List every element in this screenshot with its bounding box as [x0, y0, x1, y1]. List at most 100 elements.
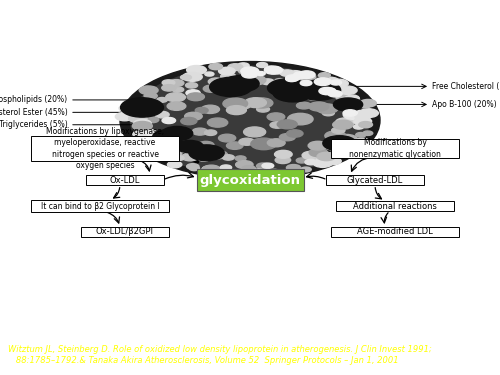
Circle shape	[324, 142, 342, 150]
Circle shape	[189, 145, 224, 161]
Circle shape	[119, 105, 136, 112]
Circle shape	[346, 98, 356, 102]
Circle shape	[154, 134, 166, 139]
Circle shape	[220, 165, 232, 170]
Text: Phospholipids (20%): Phospholipids (20%)	[0, 95, 68, 104]
Circle shape	[355, 113, 370, 120]
Circle shape	[360, 104, 370, 108]
Circle shape	[294, 84, 309, 91]
Circle shape	[325, 88, 336, 93]
FancyBboxPatch shape	[81, 226, 169, 237]
Circle shape	[226, 142, 243, 149]
Circle shape	[273, 84, 313, 102]
Text: Ox-LDL: Ox-LDL	[110, 176, 140, 184]
Circle shape	[340, 152, 352, 157]
Circle shape	[268, 79, 308, 97]
Circle shape	[330, 80, 342, 85]
Circle shape	[144, 99, 158, 105]
Circle shape	[139, 86, 158, 94]
Circle shape	[293, 76, 312, 84]
Circle shape	[336, 135, 357, 144]
Text: Free Cholesterol (10%): Free Cholesterol (10%)	[432, 82, 500, 91]
Circle shape	[204, 85, 219, 92]
Circle shape	[288, 92, 304, 100]
Text: AGE-modified LDL: AGE-modified LDL	[357, 228, 433, 237]
Circle shape	[284, 170, 302, 178]
Circle shape	[198, 141, 214, 148]
Circle shape	[334, 93, 346, 99]
Circle shape	[360, 99, 376, 107]
Circle shape	[187, 93, 204, 101]
Circle shape	[244, 127, 266, 137]
Circle shape	[162, 85, 176, 91]
Circle shape	[218, 67, 235, 75]
Circle shape	[272, 68, 284, 74]
Circle shape	[124, 136, 144, 145]
Circle shape	[344, 140, 362, 148]
Circle shape	[250, 98, 273, 108]
Circle shape	[228, 64, 243, 70]
Circle shape	[304, 91, 324, 100]
Circle shape	[136, 134, 146, 139]
Circle shape	[264, 66, 276, 71]
FancyBboxPatch shape	[331, 139, 459, 158]
Circle shape	[363, 131, 373, 135]
Circle shape	[140, 124, 151, 129]
Circle shape	[330, 79, 348, 88]
Text: Modifications by
nonenzymatic glycation: Modifications by nonenzymatic glycation	[349, 138, 441, 159]
Circle shape	[322, 110, 334, 116]
Circle shape	[297, 80, 341, 100]
Circle shape	[166, 93, 186, 102]
Circle shape	[156, 153, 166, 158]
Circle shape	[356, 138, 368, 144]
Circle shape	[167, 102, 186, 110]
Circle shape	[235, 156, 246, 161]
Circle shape	[208, 78, 224, 85]
Circle shape	[356, 132, 366, 137]
Circle shape	[359, 122, 372, 128]
Circle shape	[181, 117, 197, 125]
Circle shape	[154, 111, 169, 118]
Circle shape	[162, 117, 175, 123]
Circle shape	[198, 156, 209, 161]
Circle shape	[286, 75, 300, 81]
Circle shape	[316, 104, 338, 114]
Circle shape	[302, 87, 324, 96]
Circle shape	[275, 157, 290, 164]
Circle shape	[262, 163, 274, 168]
FancyBboxPatch shape	[196, 169, 304, 191]
Circle shape	[168, 161, 182, 168]
Circle shape	[300, 167, 311, 172]
Circle shape	[296, 102, 312, 109]
Circle shape	[162, 126, 192, 141]
Circle shape	[157, 98, 168, 102]
Text: Witztum JL, Steinberg D. Role of oxidized low density lipoprotein in atherogenes: Witztum JL, Steinberg D. Role of oxidize…	[8, 345, 432, 365]
Circle shape	[196, 108, 208, 113]
Circle shape	[294, 72, 309, 79]
Circle shape	[244, 98, 266, 108]
Circle shape	[280, 134, 295, 141]
Text: Apo B-100 (20%): Apo B-100 (20%)	[432, 100, 497, 109]
Circle shape	[172, 87, 184, 92]
Circle shape	[318, 78, 334, 85]
Circle shape	[300, 80, 312, 86]
Circle shape	[202, 165, 220, 173]
Circle shape	[286, 130, 303, 137]
Circle shape	[152, 129, 184, 144]
Text: Modifications by lipoxygenase,
myeloperoxidase, reactive
nitrogen species or rea: Modifications by lipoxygenase, myelopero…	[46, 127, 164, 170]
Circle shape	[176, 140, 204, 153]
Circle shape	[345, 95, 360, 102]
Circle shape	[265, 170, 279, 177]
Text: Glycated-LDL: Glycated-LDL	[347, 176, 403, 184]
Circle shape	[256, 163, 270, 169]
Circle shape	[140, 129, 156, 136]
Circle shape	[274, 79, 285, 83]
Circle shape	[318, 73, 330, 78]
Circle shape	[188, 144, 206, 153]
Circle shape	[286, 75, 300, 81]
Circle shape	[209, 63, 222, 70]
Circle shape	[208, 118, 228, 127]
Circle shape	[354, 117, 372, 125]
Circle shape	[174, 156, 184, 160]
Circle shape	[128, 114, 147, 123]
